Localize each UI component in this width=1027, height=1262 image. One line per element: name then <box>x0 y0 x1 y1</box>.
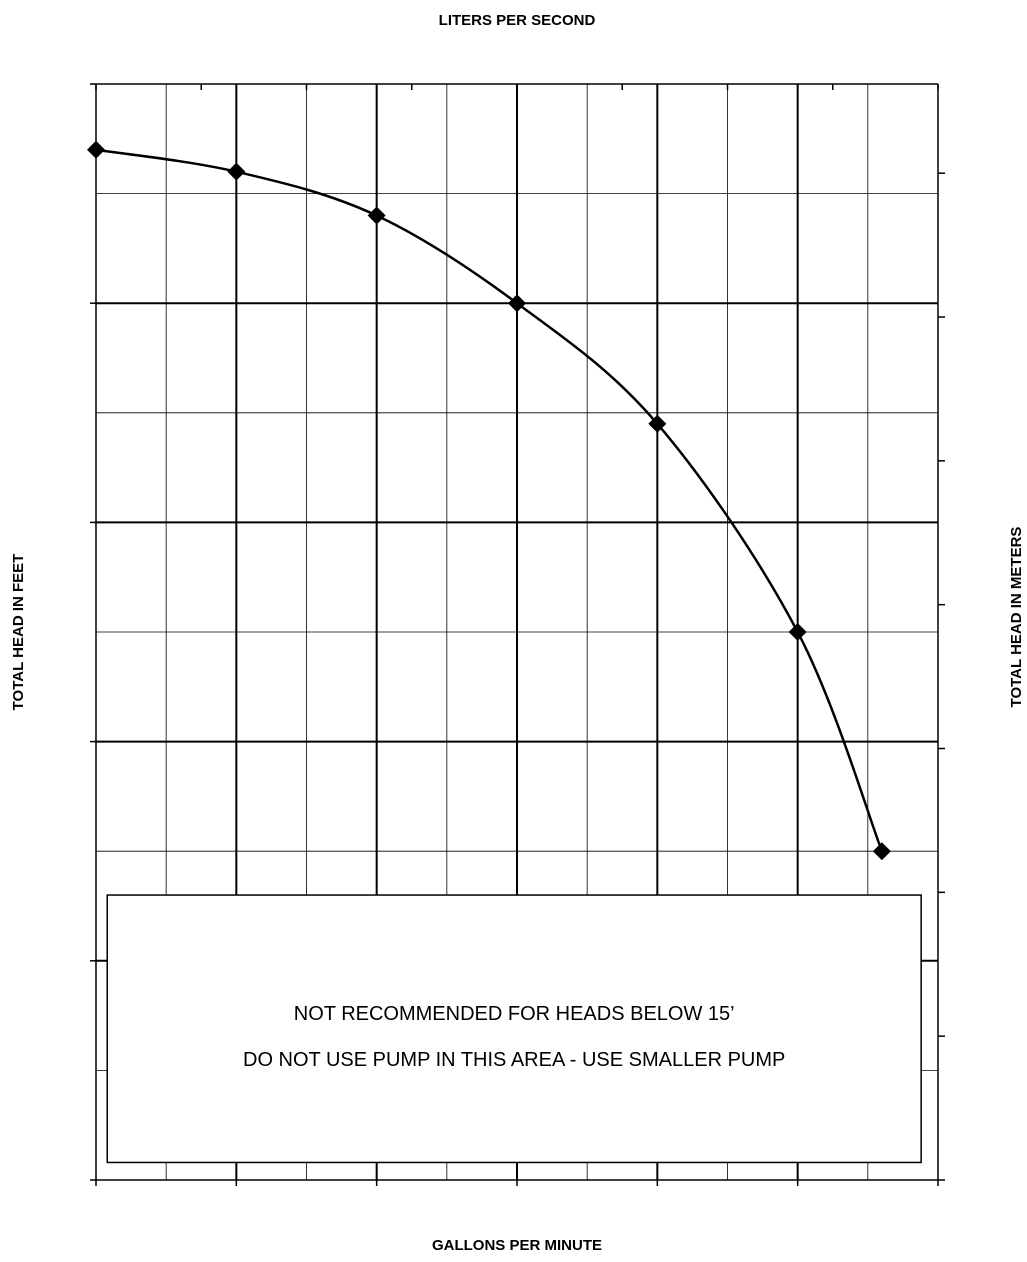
data-point-marker <box>648 414 667 433</box>
data-point-marker <box>508 294 526 313</box>
performance-curve-line <box>95 148 884 852</box>
warning-region: NOT RECOMMENDED FOR HEADS BELOW 15’ DO N… <box>106 894 922 1164</box>
warning-text-line-1: NOT RECOMMENDED FOR HEADS BELOW 15’ <box>294 1003 735 1025</box>
data-point-marker <box>872 842 891 861</box>
performance-curve <box>87 140 891 861</box>
data-point-marker <box>367 206 386 225</box>
warning-text-line-2: DO NOT USE PUMP IN THIS AREA - USE SMALL… <box>243 1049 785 1071</box>
axes <box>90 83 945 1186</box>
data-point-marker <box>227 162 246 181</box>
data-point-marker <box>788 623 807 641</box>
bottom-axis-title: GALLONS PER MINUTE <box>432 1237 602 1254</box>
warning-box <box>106 894 922 1164</box>
top-axis-title: LITERS PER SECOND <box>439 12 596 29</box>
left-axis-title: TOTAL HEAD IN FEET <box>10 554 27 711</box>
data-point-marker <box>87 140 105 159</box>
right-axis-title: TOTAL HEAD IN METERS <box>1008 527 1025 708</box>
